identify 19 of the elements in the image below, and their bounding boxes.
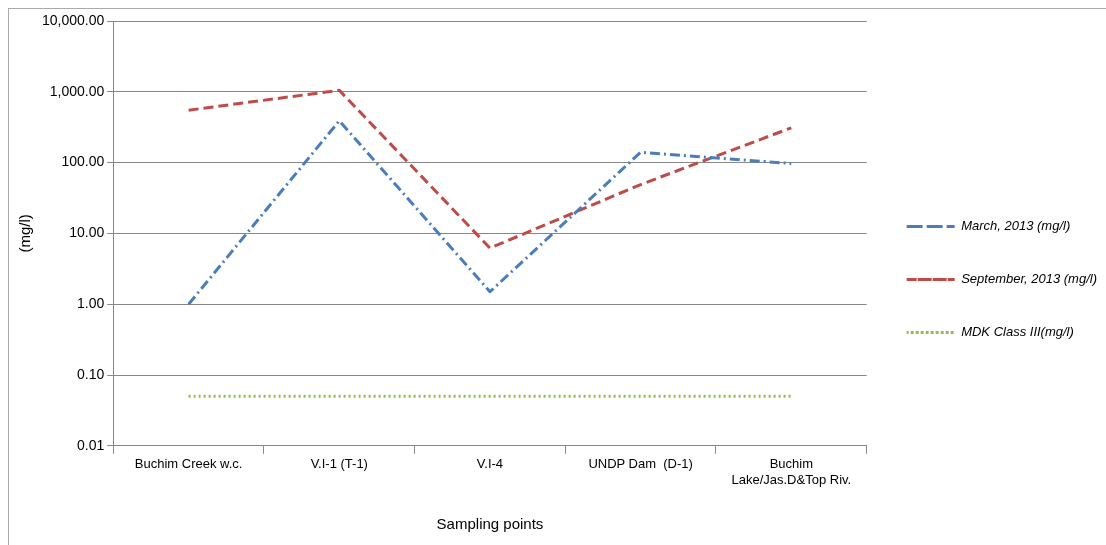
x-tick-label: V.I-1 (T-1) xyxy=(310,456,368,472)
y-axis-title: (mg/l) xyxy=(16,214,34,253)
y-tick-label: 100.00 xyxy=(61,153,105,170)
y-tick-label: 1,000.00 xyxy=(49,82,105,99)
y-tick-label: 1.00 xyxy=(77,295,105,312)
y-tick-label: 10.00 xyxy=(69,224,105,241)
y-tick-label: 0.10 xyxy=(77,365,105,382)
x-tick-label: Buchim Lake/Jas.D&Top Riv. xyxy=(731,456,852,487)
x-tick-label: Buchim Creek w.c. xyxy=(134,456,243,472)
x-tick-label: UNDP Dam (D-1) xyxy=(588,456,693,472)
line-series xyxy=(187,119,793,306)
x-tick-label: V.I-4 xyxy=(476,456,504,472)
y-tick-label: 0.01 xyxy=(77,436,105,453)
legend-label: September, 2013 (mg/l) xyxy=(961,271,1098,287)
x-axis-title: Sampling points xyxy=(436,515,544,533)
legend-label: March, 2013 (mg/l) xyxy=(961,218,1071,234)
line-series xyxy=(187,88,793,250)
legend-label: MDK Class III(mg/l) xyxy=(961,324,1074,340)
y-tick-label: 10,000.00 xyxy=(41,11,105,28)
